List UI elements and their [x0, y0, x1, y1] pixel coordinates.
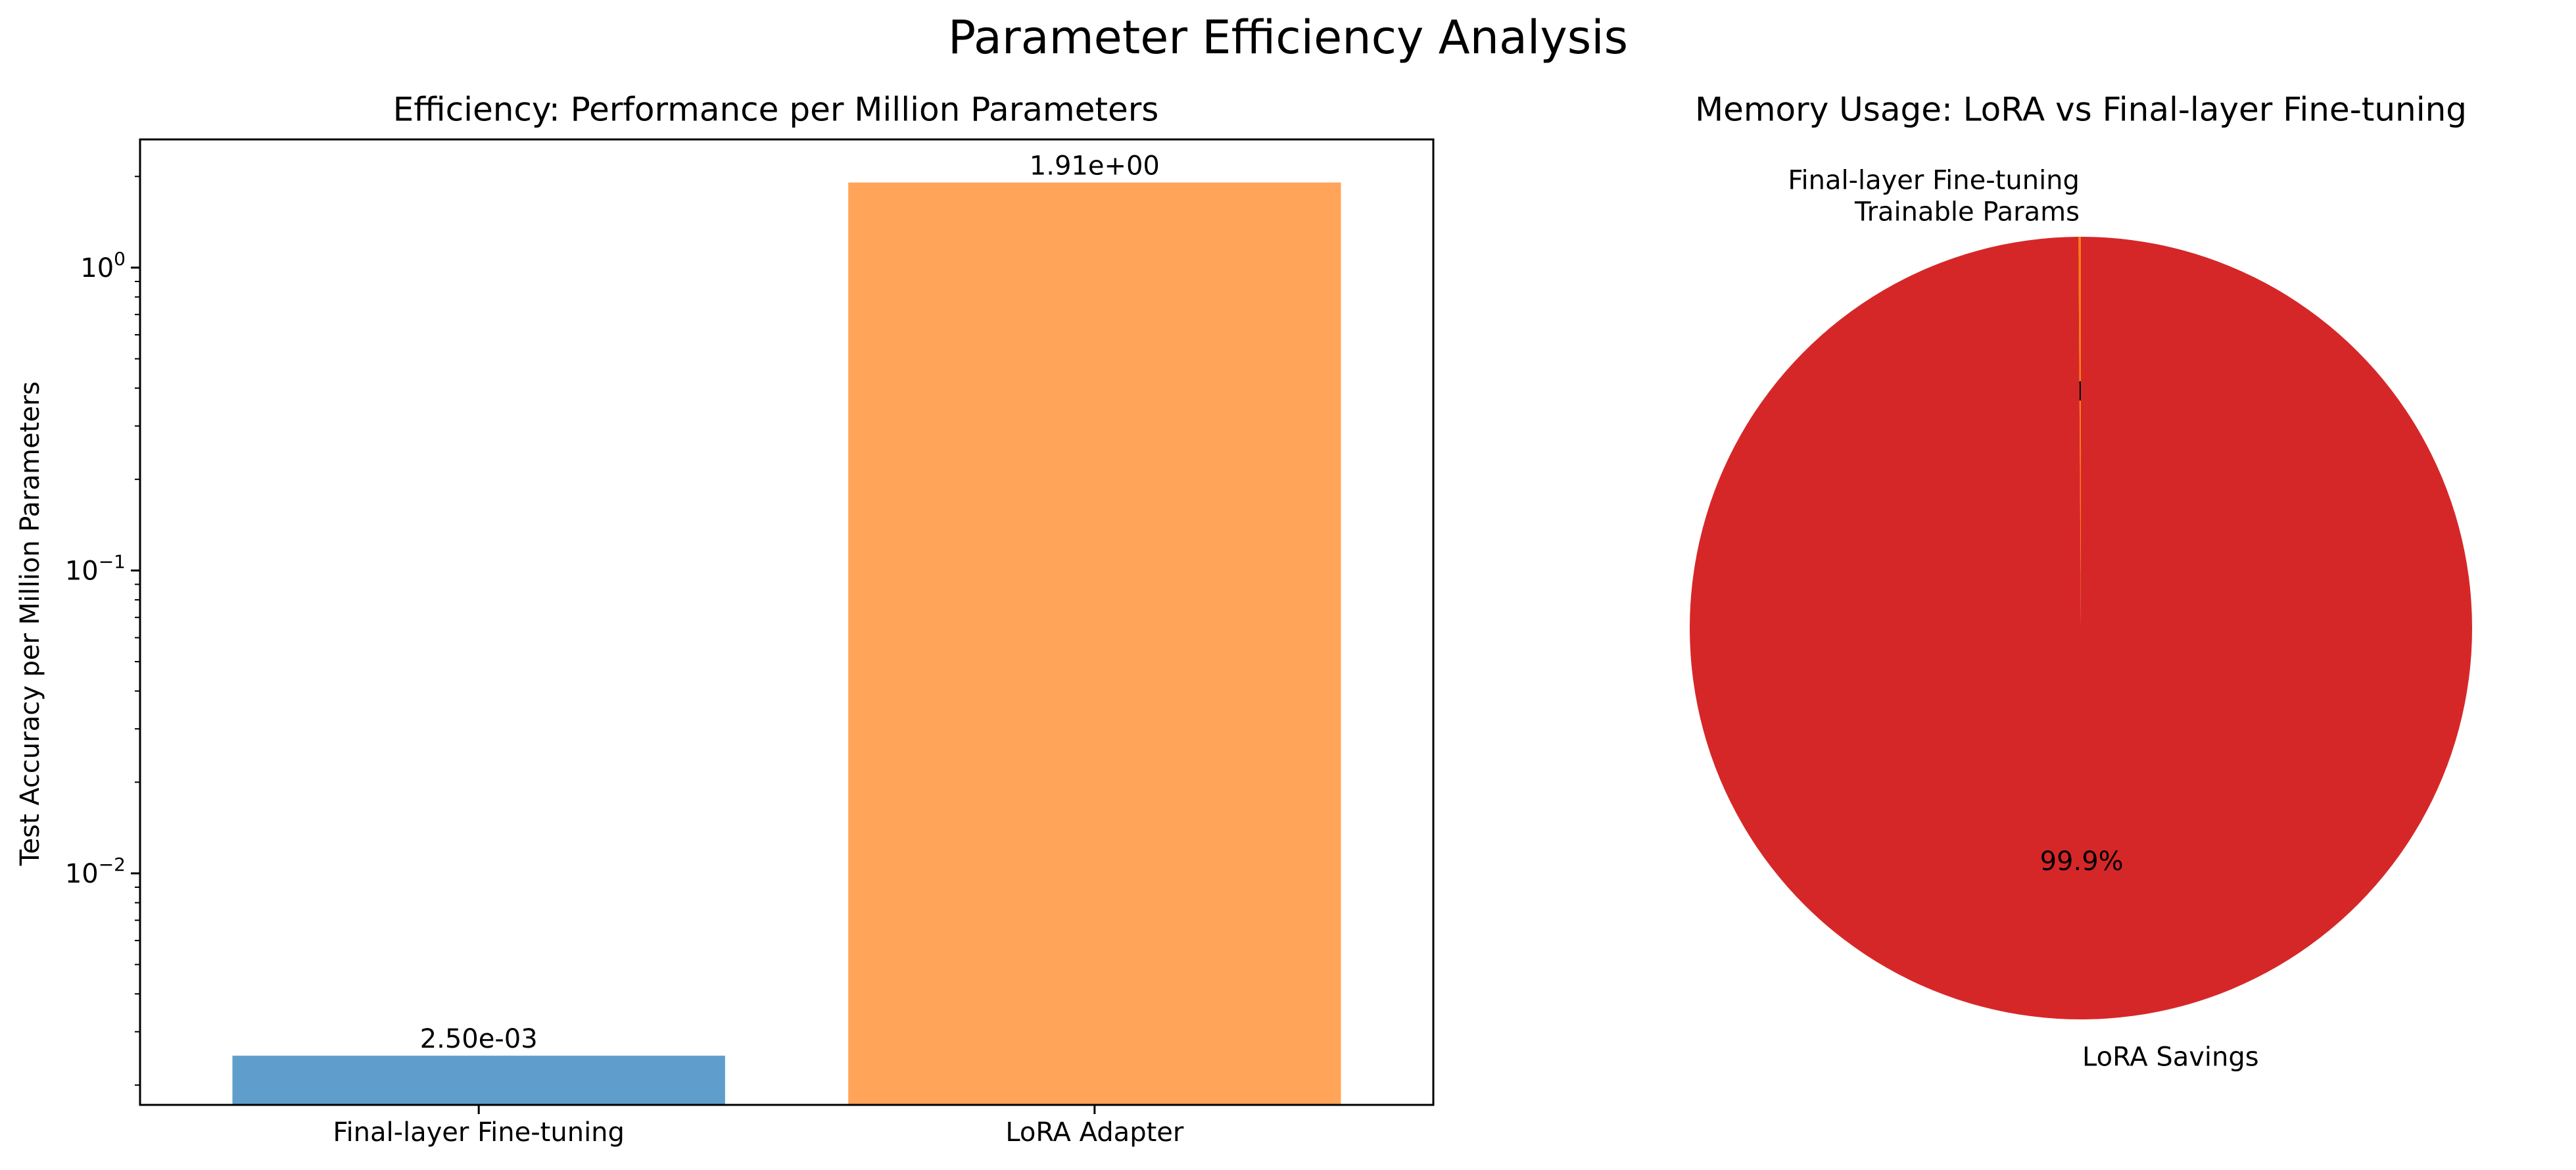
pie-label-1: LoRA Savings	[2082, 1042, 2259, 1072]
pie-label-0: Final-layer Fine-tuning Trainable Params	[1788, 166, 2080, 228]
y-tick-label-1: 10−1	[65, 550, 126, 586]
y-tick-label-2: 10−2	[65, 854, 126, 889]
pie-pct-label-1: 99.9%	[2040, 846, 2124, 877]
pie-slice-1	[1689, 237, 2472, 1019]
x-tick-label-0: Final-layer Fine-tuning	[333, 1117, 625, 1148]
pie-marks: 0.1%Final-layer Fine-tuning Trainable Par…	[1689, 166, 2472, 1072]
bar-value-label-1: 1.91e+00	[1030, 151, 1160, 181]
pie-slice-0	[2078, 237, 2081, 628]
figure-suptitle: Parameter Efficiency Analysis	[948, 11, 1628, 64]
pie-chart: Memory Usage: LoRA vs Final-layer Fine-t…	[1689, 91, 2472, 1072]
x-tick-label-1: LoRA Adapter	[1005, 1117, 1184, 1148]
bar-chart-frame	[139, 138, 1435, 1106]
bar-0	[232, 1056, 725, 1105]
bar-chart: Efficiency: Performance per Million Para…	[15, 91, 1435, 1148]
bar-chart-title: Efficiency: Performance per Million Para…	[393, 91, 1159, 129]
bar-chart-axes: Final-layer Fine-tuning LoRA Adapter 100 10…	[65, 176, 1184, 1148]
y-tick-label-0: 100	[80, 248, 126, 283]
bar-marks: 2.50e-03 1.91e+00	[232, 151, 1341, 1106]
bar-1	[848, 182, 1341, 1106]
pie-chart-title: Memory Usage: LoRA vs Final-layer Fine-t…	[1695, 91, 2467, 129]
bar-chart-y-axis-label: Test Accuracy per Million Parameters	[15, 381, 45, 866]
bar-value-label-0: 2.50e-03	[420, 1024, 538, 1054]
